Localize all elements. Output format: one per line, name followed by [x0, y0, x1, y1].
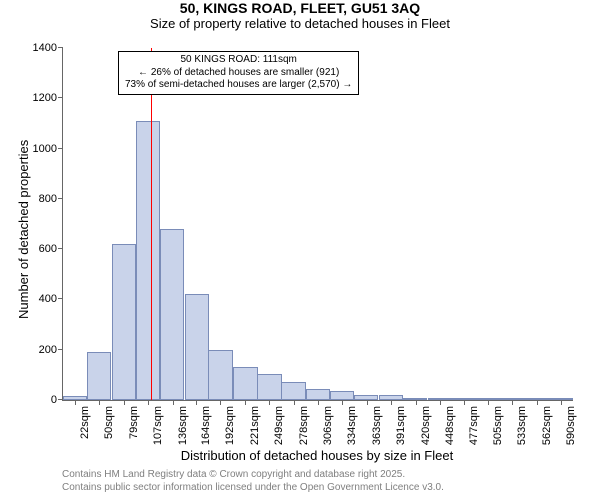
plot-area: 020040060080010001200140022sqm50sqm79sqm… [62, 48, 573, 401]
x-tick-label: 505sqm [492, 406, 504, 445]
credits-line-1: Contains HM Land Registry data © Crown c… [62, 468, 444, 481]
chart-container: 50, KINGS ROAD, FLEET, GU51 3AQ Size of … [0, 0, 600, 500]
histogram-bar [233, 367, 257, 400]
annotation-line-1: 50 KINGS ROAD: 111sqm [125, 54, 352, 67]
x-tick-label: 50sqm [103, 406, 115, 439]
property-marker-line [151, 48, 152, 400]
annotation-line-3: 73% of semi-detached houses are larger (… [125, 79, 352, 92]
x-tick-label: 448sqm [444, 406, 456, 445]
y-tick-label: 800 [39, 193, 63, 205]
x-tick-label: 22sqm [79, 406, 91, 439]
annotation-box: 50 KINGS ROAD: 111sqm← 26% of detached h… [118, 51, 359, 95]
histogram-bar [208, 350, 232, 400]
histogram-bar [87, 352, 111, 400]
histogram-bar [185, 294, 209, 400]
x-tick-label: 306sqm [322, 406, 334, 445]
credits-line-2: Contains public sector information licen… [62, 481, 444, 494]
credits: Contains HM Land Registry data © Crown c… [62, 468, 444, 494]
y-tick-label: 1000 [33, 143, 63, 155]
x-axis-label: Distribution of detached houses by size … [62, 448, 572, 463]
x-tick-label: 107sqm [152, 406, 164, 445]
x-tick-label: 192sqm [224, 406, 236, 445]
histogram-bar [306, 389, 330, 400]
x-tick-label: 164sqm [200, 406, 212, 445]
y-tick-label: 400 [39, 293, 63, 305]
histogram-bar [136, 121, 160, 400]
x-tick-label: 334sqm [346, 406, 358, 445]
annotation-line-2: ← 26% of detached houses are smaller (92… [125, 67, 352, 80]
x-tick-label: 420sqm [420, 406, 432, 445]
histogram-bar [160, 229, 184, 400]
x-tick-label: 590sqm [565, 406, 577, 445]
x-tick-label: 562sqm [541, 406, 553, 445]
histogram-bar [330, 391, 354, 400]
y-axis-label: Number of detached properties [16, 140, 31, 319]
x-tick-label: 221sqm [249, 406, 261, 445]
x-tick-label: 278sqm [298, 406, 310, 445]
x-tick-label: 363sqm [371, 406, 383, 445]
x-tick-label: 533sqm [516, 406, 528, 445]
x-tick-label: 79sqm [128, 406, 140, 439]
x-tick-label: 249sqm [273, 406, 285, 445]
x-tick-label: 391sqm [395, 406, 407, 445]
x-tick-label: 136sqm [177, 406, 189, 445]
histogram-bar [281, 382, 305, 400]
histogram-bar [112, 244, 136, 400]
y-tick-label: 1400 [33, 42, 63, 54]
page-subtitle: Size of property relative to detached ho… [0, 16, 600, 31]
y-tick-label: 1200 [33, 92, 63, 104]
y-tick-label: 600 [39, 243, 63, 255]
y-tick-label: 200 [39, 344, 63, 356]
y-tick-label: 0 [51, 394, 63, 406]
histogram-bar [257, 374, 281, 400]
x-tick-label: 477sqm [468, 406, 480, 445]
page-title: 50, KINGS ROAD, FLEET, GU51 3AQ [0, 0, 600, 16]
